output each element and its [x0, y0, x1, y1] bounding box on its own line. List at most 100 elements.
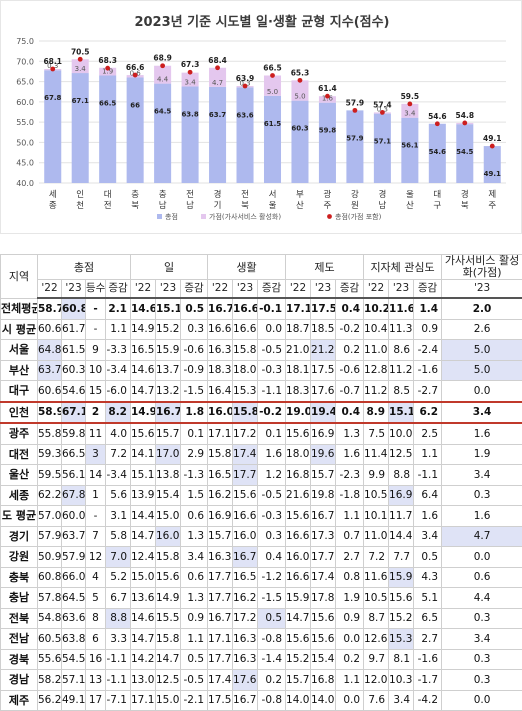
table-cell: 17.1	[208, 629, 233, 650]
table-cell: 0.8	[336, 567, 364, 588]
total-value-label: 67.3	[181, 60, 200, 69]
x-category-label: 산	[296, 200, 304, 211]
x-category-label: 천	[76, 200, 84, 211]
table-cell: 16.0	[286, 547, 311, 568]
total-value-label: 61.4	[318, 84, 337, 93]
total-value-label: 66.5	[263, 63, 282, 72]
region-cell: 경북	[1, 649, 38, 670]
legend-label: 가점(가사서비스 활성화)	[209, 212, 281, 221]
table-cell: 61.7	[62, 319, 86, 340]
total-marker	[380, 110, 385, 115]
table-cell: 0.3	[442, 485, 522, 506]
table-cell: 7.2	[106, 444, 131, 465]
table-cell: -3.4	[106, 465, 131, 486]
table-cell: 0.6	[181, 506, 208, 527]
table-cell: 14.2	[131, 649, 156, 670]
table-cell: 12.8	[364, 360, 389, 381]
group-header-row: 지역 총점 일 생활 제도 지자체 관심도 가사서비스 활성화(가점)	[1, 255, 522, 280]
table-cell: -1.4	[258, 649, 286, 670]
table-cell: 60.6	[38, 319, 62, 340]
table-cell: 0.0	[336, 629, 364, 650]
table-cell: 0.5	[414, 547, 442, 568]
table-cell: 17.1	[131, 690, 156, 711]
table-cell: 7.5	[364, 423, 389, 444]
bar-total	[319, 103, 336, 183]
table-cell: 11.0	[364, 340, 389, 361]
table-cell: 0.3	[442, 670, 522, 691]
table-cell: -0.3	[258, 360, 286, 381]
table-cell: 64.8	[38, 340, 62, 361]
sub-header-cell: 증감	[258, 280, 286, 299]
table-cell: 13.6	[131, 588, 156, 609]
table-cell: 0.4	[336, 402, 364, 424]
region-cell: 충남	[1, 588, 38, 609]
table-cell: 15.6	[311, 629, 336, 650]
table-cell: 15.2	[156, 319, 181, 340]
table-cell: 16.7	[208, 298, 233, 319]
sub-header-cell: '22	[131, 280, 156, 299]
table-cell: 2.6	[442, 319, 522, 340]
y-tick-label: 40.0	[16, 179, 34, 188]
balance-index-table-wrap: 지역 총점 일 생활 제도 지자체 관심도 가사서비스 활성화(가점) '22 '…	[0, 254, 522, 711]
table-cell: 21.2	[311, 340, 336, 361]
table-cell: 15.9	[286, 588, 311, 609]
table-cell: 0.3	[442, 608, 522, 629]
sub-header-cell: 증감	[181, 280, 208, 299]
bar-value-label: 54.5	[456, 148, 473, 156]
x-category-label: 주	[324, 201, 332, 211]
table-cell: 16.3	[208, 340, 233, 361]
bar-value-label: 63.7	[209, 111, 226, 119]
header-region: 지역	[1, 255, 38, 299]
total-value-label: 68.3	[98, 56, 117, 65]
table-cell: 17.4	[233, 444, 258, 465]
table-cell: 14.6	[131, 298, 156, 319]
table-cell: 15.2	[389, 608, 414, 629]
table-cell: -0.9	[181, 360, 208, 381]
table-cell: 1.6	[442, 423, 522, 444]
table-cell: 15.3	[389, 629, 414, 650]
table-cell: 10	[86, 360, 106, 381]
table-cell: 1.5	[181, 485, 208, 506]
total-value-label: 68.4	[208, 56, 227, 65]
region-cell: 서울	[1, 340, 38, 361]
total-value-label: 57.4	[373, 100, 392, 109]
table-cell: -0.8	[258, 690, 286, 711]
total-marker	[435, 121, 440, 126]
table-cell: 15.6	[311, 608, 336, 629]
sub-header-cell: 증감	[106, 280, 131, 299]
sub-header-cell: '23	[389, 280, 414, 299]
table-cell: 3.4	[442, 402, 522, 424]
region-cell: 대구	[1, 381, 38, 402]
table-cell: 64.5	[62, 588, 86, 609]
table-cell: 19.4	[311, 402, 336, 424]
table-cell: 11.3	[389, 319, 414, 340]
table-cell: 7.6	[364, 690, 389, 711]
bonus-value-label: 4.7	[212, 79, 223, 87]
table-cell: 8.8	[106, 608, 131, 629]
table-cell: 16.5	[131, 340, 156, 361]
x-category-label: 대	[433, 190, 441, 200]
table-cell: 17.3	[311, 526, 336, 547]
table-cell: 1.8	[181, 402, 208, 424]
table-cell: 1.1	[106, 319, 131, 340]
region-cell: 전체평균	[1, 298, 38, 319]
table-cell: 7.0	[106, 547, 131, 568]
table-cell: 58.2	[38, 670, 62, 691]
table-cell: 6.5	[414, 608, 442, 629]
table-cell: 0.2	[336, 340, 364, 361]
table-cell: 8.1	[389, 649, 414, 670]
table-cell: 10.5	[364, 588, 389, 609]
table-cell: 21.6	[286, 485, 311, 506]
table-cell: 8.2	[106, 402, 131, 424]
table-cell: 16.9	[311, 423, 336, 444]
table-cell: -4.2	[414, 690, 442, 711]
x-category-label: 남	[159, 201, 167, 211]
table-cell: 54.6	[62, 381, 86, 402]
table-cell: 16.9	[389, 485, 414, 506]
table-cell: 16.5	[233, 567, 258, 588]
bar-value-label: 61.5	[264, 120, 281, 128]
table-cell: 14.7	[131, 381, 156, 402]
